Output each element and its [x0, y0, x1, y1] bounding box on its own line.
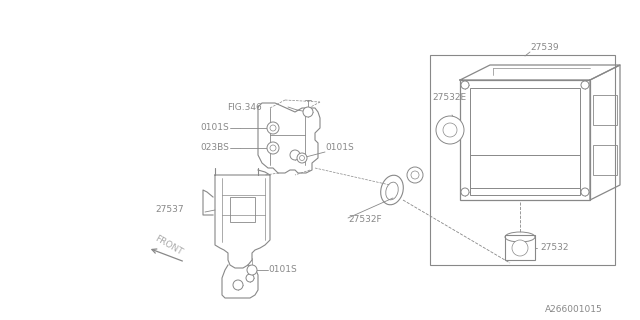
Text: A266001015: A266001015 — [545, 306, 603, 315]
Circle shape — [270, 145, 276, 151]
Bar — [470, 155, 580, 195]
Text: 27532: 27532 — [540, 244, 568, 252]
Circle shape — [411, 171, 419, 179]
Circle shape — [267, 122, 279, 134]
Bar — [460, 80, 590, 200]
Text: FRONT: FRONT — [153, 234, 184, 257]
Text: 27532E: 27532E — [432, 93, 466, 102]
Circle shape — [297, 153, 307, 163]
Text: FIG.346: FIG.346 — [227, 102, 262, 111]
Circle shape — [247, 265, 257, 275]
Bar — [230, 197, 255, 222]
Text: 023BS: 023BS — [200, 143, 229, 153]
Circle shape — [461, 188, 469, 196]
Circle shape — [461, 81, 469, 89]
Text: 0101S: 0101S — [268, 266, 297, 275]
Bar — [505, 235, 535, 260]
Text: 0101S: 0101S — [325, 143, 354, 153]
Bar — [470, 88, 580, 188]
Circle shape — [300, 156, 305, 161]
Circle shape — [436, 116, 464, 144]
Circle shape — [581, 81, 589, 89]
Bar — [593, 145, 617, 175]
Circle shape — [407, 167, 423, 183]
Circle shape — [233, 280, 243, 290]
Circle shape — [246, 274, 254, 282]
Circle shape — [290, 150, 300, 160]
Circle shape — [267, 142, 279, 154]
Text: 27532F: 27532F — [348, 215, 381, 225]
Circle shape — [512, 240, 528, 256]
Circle shape — [443, 123, 457, 137]
Circle shape — [303, 107, 313, 117]
Circle shape — [581, 188, 589, 196]
Text: 27539: 27539 — [530, 43, 559, 52]
Bar — [430, 55, 615, 265]
Text: 0101S: 0101S — [200, 124, 228, 132]
Bar — [593, 95, 617, 125]
Circle shape — [270, 125, 276, 131]
Text: 27537: 27537 — [155, 205, 184, 214]
